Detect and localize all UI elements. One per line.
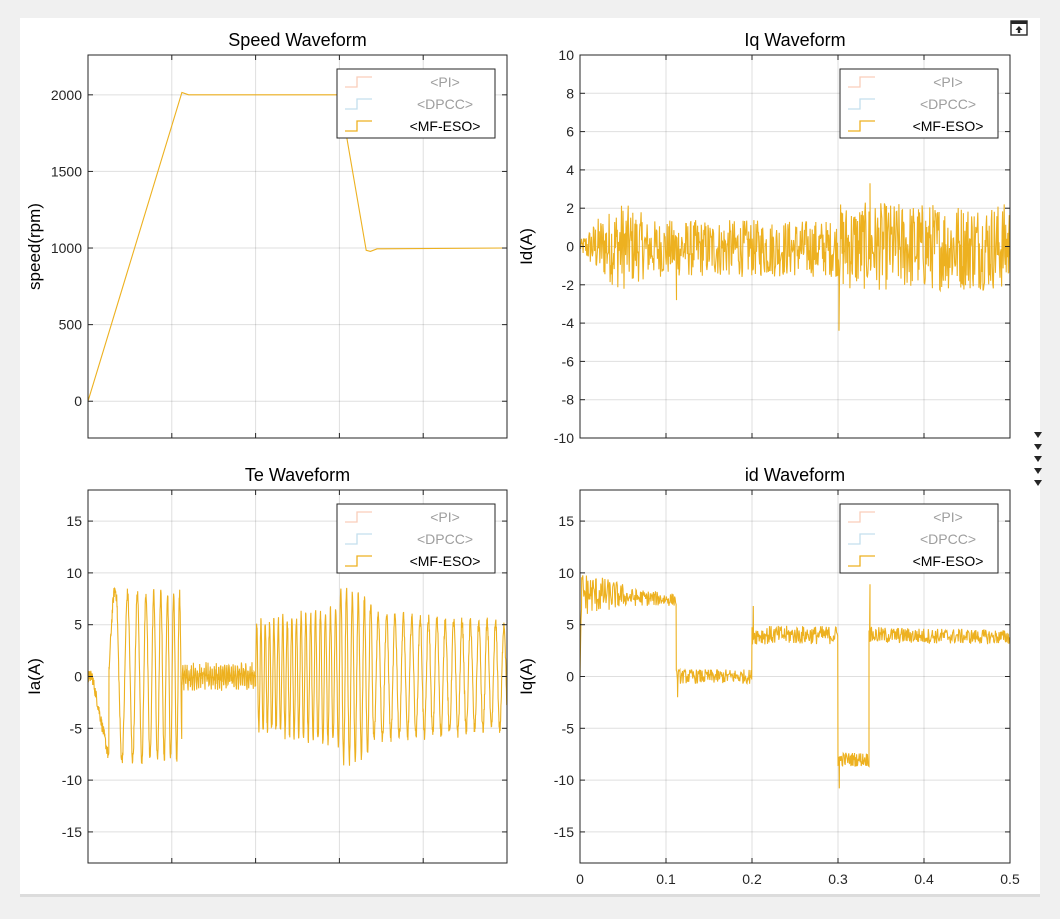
figure-background [20, 18, 1040, 894]
legend[interactable]: <PI> <DPCC> <MF-ESO> [336, 68, 496, 139]
y-axis-label: speed(rpm) [25, 203, 44, 290]
y-tick-label: 15 [558, 513, 574, 529]
iq-axes[interactable]: -10 -8 -6 -4 -2 0 2 4 6 8 10 Iq Waveform Id(A) <PI> <D… [517, 30, 1011, 446]
y-tick-label: 8 [566, 85, 574, 101]
te-axes[interactable]: -15 -10 -5 0 5 10 15 Te Waveform Ia(A) <PI> <DPCC>… [25, 465, 508, 864]
legend-step-icon [345, 120, 372, 132]
y-tick-label: -5 [70, 720, 83, 736]
y-tick-label: 0 [74, 393, 82, 409]
legend-step-icon [848, 511, 875, 523]
x-tick-label: 0.3 [828, 871, 848, 887]
legend-entry-label[interactable]: <DPCC> [920, 531, 976, 547]
legend-step-icon [345, 76, 372, 88]
x-tick-label: 0.5 [1000, 871, 1020, 887]
y-tick-label: 1000 [51, 240, 82, 256]
legend-entry-label[interactable]: <PI> [933, 74, 963, 90]
legend-step-icon [848, 555, 875, 567]
series-line-mf-eso [88, 586, 507, 766]
x-tick-label: 0.4 [914, 871, 934, 887]
y-tick-label: -10 [554, 772, 574, 788]
legend[interactable]: <PI> <DPCC> <MF-ESO> [839, 68, 999, 139]
y-tick-label: 500 [59, 317, 83, 333]
y-tick-label: 0 [74, 669, 82, 685]
legend-step-icon [848, 533, 875, 545]
legend-entry-label[interactable]: <MF-ESO> [913, 553, 984, 569]
legend-step-icon [848, 98, 875, 110]
chart-title: id Waveform [745, 465, 845, 485]
legend-box [336, 68, 496, 139]
y-tick-label: -15 [554, 824, 574, 840]
series-line-mf-eso [580, 575, 1010, 789]
y-tick-label: 10 [558, 565, 574, 581]
legend-step-icon [345, 511, 372, 523]
y-axis-label: Iq(A) [517, 658, 536, 695]
legend-step-icon [848, 76, 875, 88]
y-tick-label: 0 [566, 239, 574, 255]
y-tick-label: 4 [566, 162, 574, 178]
legend-entry-label[interactable]: <MF-ESO> [410, 118, 481, 134]
speed-axes[interactable]: 0 500 1000 1500 2000 Speed Waveform speed(rpm)… [25, 30, 508, 439]
x-tick-label: 0.1 [656, 871, 676, 887]
y-tick-label: 6 [566, 124, 574, 140]
chart-title: Iq Waveform [744, 30, 845, 50]
y-tick-label: -10 [554, 430, 574, 446]
chart-title: Te Waveform [245, 465, 350, 485]
legend-step-icon [848, 120, 875, 132]
y-tick-label: -4 [562, 315, 575, 331]
legend-box [336, 503, 496, 574]
y-tick-label: 10 [66, 565, 82, 581]
y-tick-label: 2 [566, 200, 574, 216]
y-tick-label: 2000 [51, 87, 82, 103]
legend-step-icon [345, 98, 372, 110]
legend-box [839, 68, 999, 139]
y-tick-label: 1500 [51, 163, 82, 179]
y-tick-label: -2 [562, 277, 575, 293]
legend-entry-label[interactable]: <PI> [933, 509, 963, 525]
figure-bottom-shadow [20, 894, 1040, 897]
y-tick-label: -15 [62, 824, 82, 840]
axes-box [87, 54, 508, 439]
legend-entry-label[interactable]: <PI> [430, 74, 460, 90]
y-tick-label: 10 [558, 47, 574, 63]
y-tick-label: -5 [562, 720, 575, 736]
series-line-mf-eso [580, 183, 1010, 331]
x-tick-label: 0 [576, 871, 584, 887]
y-tick-label: 5 [74, 617, 82, 633]
y-tick-label: 0 [566, 669, 574, 685]
series-line-mf-eso [88, 91, 507, 402]
y-tick-label: 5 [566, 617, 574, 633]
legend-entry-label[interactable]: <MF-ESO> [913, 118, 984, 134]
chart-title: Speed Waveform [228, 30, 366, 50]
legend-entry-label[interactable]: <DPCC> [920, 96, 976, 112]
legend[interactable]: <PI> <DPCC> <MF-ESO> [839, 503, 999, 574]
id-axes[interactable]: 0 0.1 0.2 0.3 0.4 0.5 -15 -10 -5 0 5 10 15 id Wavefor… [517, 465, 1020, 887]
y-axis-label: Id(A) [517, 228, 536, 265]
legend-entry-label[interactable]: <DPCC> [417, 531, 473, 547]
legend[interactable]: <PI> <DPCC> <MF-ESO> [336, 503, 496, 574]
y-tick-label: -10 [62, 772, 82, 788]
x-tick-label: 0.2 [742, 871, 762, 887]
legend-entry-label[interactable]: <DPCC> [417, 96, 473, 112]
y-tick-label: -8 [562, 392, 575, 408]
legend-step-icon [345, 555, 372, 567]
export-axes-icon[interactable] [1010, 20, 1028, 36]
legend-box [839, 503, 999, 574]
legend-entry-label[interactable]: <MF-ESO> [410, 553, 481, 569]
legend-entry-label[interactable]: <PI> [430, 509, 460, 525]
y-tick-label: -6 [562, 353, 575, 369]
expand-arrows-icon[interactable] [1032, 430, 1044, 488]
y-tick-label: 15 [66, 513, 82, 529]
y-axis-label: Ia(A) [25, 658, 44, 695]
legend-step-icon [345, 533, 372, 545]
